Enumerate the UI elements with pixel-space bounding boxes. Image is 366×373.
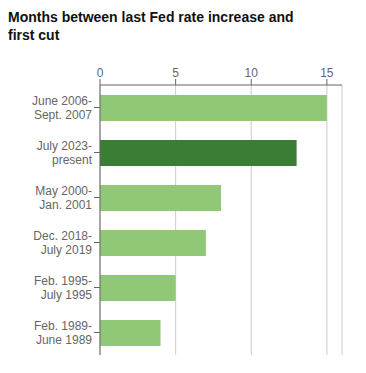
svg-text:5: 5 xyxy=(172,66,179,80)
svg-text:Feb. 1995-July 1995: Feb. 1995-July 1995 xyxy=(34,274,92,302)
svg-text:0: 0 xyxy=(97,66,104,80)
svg-text:May 2000-Jan. 2001: May 2000-Jan. 2001 xyxy=(35,184,92,212)
svg-text:Dec. 2018-July 2019: Dec. 2018-July 2019 xyxy=(33,229,92,257)
html-text:Months between last Fed rate i: Months between last Fed rate increase an… xyxy=(8,9,294,25)
svg-text:June 2006-Sept. 2007: June 2006-Sept. 2007 xyxy=(32,94,92,122)
svg-text:Feb. 1989-June 1989: Feb. 1989-June 1989 xyxy=(34,319,92,347)
svg-text:July 2023-present: July 2023-present xyxy=(37,139,93,167)
svg-text:15: 15 xyxy=(320,66,334,80)
html-text:first cut: first cut xyxy=(8,27,60,43)
svg-text:10: 10 xyxy=(245,66,259,80)
